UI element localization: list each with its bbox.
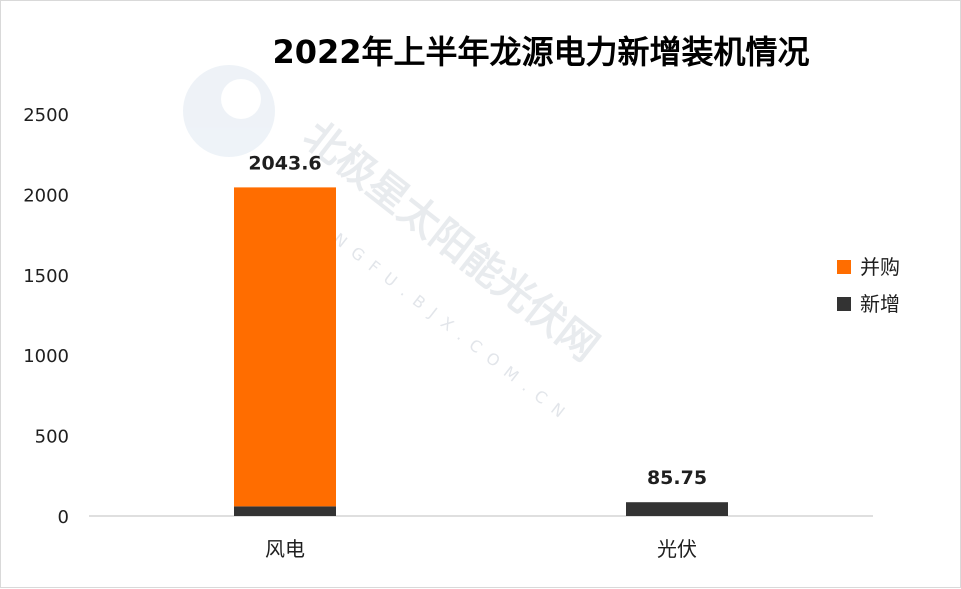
data-labels: 2043.6 85.75	[248, 152, 707, 489]
legend-label: 新增	[860, 292, 900, 316]
y-tick-label: 0	[58, 507, 69, 528]
x-axis-labels: 风电 光伏	[265, 537, 697, 561]
bar-acquired-0	[234, 187, 336, 507]
watermark-logo-icon	[183, 65, 275, 157]
bar-new-1	[626, 502, 728, 516]
data-label: 85.75	[647, 467, 707, 489]
y-tick-label: 1000	[23, 346, 69, 367]
legend-swatch	[837, 297, 851, 311]
y-tick-label: 2000	[23, 185, 69, 206]
y-axis: 0 500 1000 1500 2000 2500	[23, 105, 69, 528]
y-tick-label: 500	[35, 427, 69, 448]
bar-new-0	[234, 506, 336, 516]
legend-swatch	[837, 260, 851, 274]
y-tick-label: 2500	[23, 105, 69, 126]
data-label: 2043.6	[248, 152, 321, 174]
y-tick-label: 1500	[23, 266, 69, 287]
x-tick-label: 光伏	[657, 537, 697, 561]
x-tick-label: 风电	[265, 537, 305, 561]
legend-label: 并购	[860, 255, 900, 279]
watermark	[183, 65, 275, 157]
bars	[234, 187, 728, 516]
chart-title: 2022年上半年龙源电力新增装机情况	[272, 33, 809, 71]
